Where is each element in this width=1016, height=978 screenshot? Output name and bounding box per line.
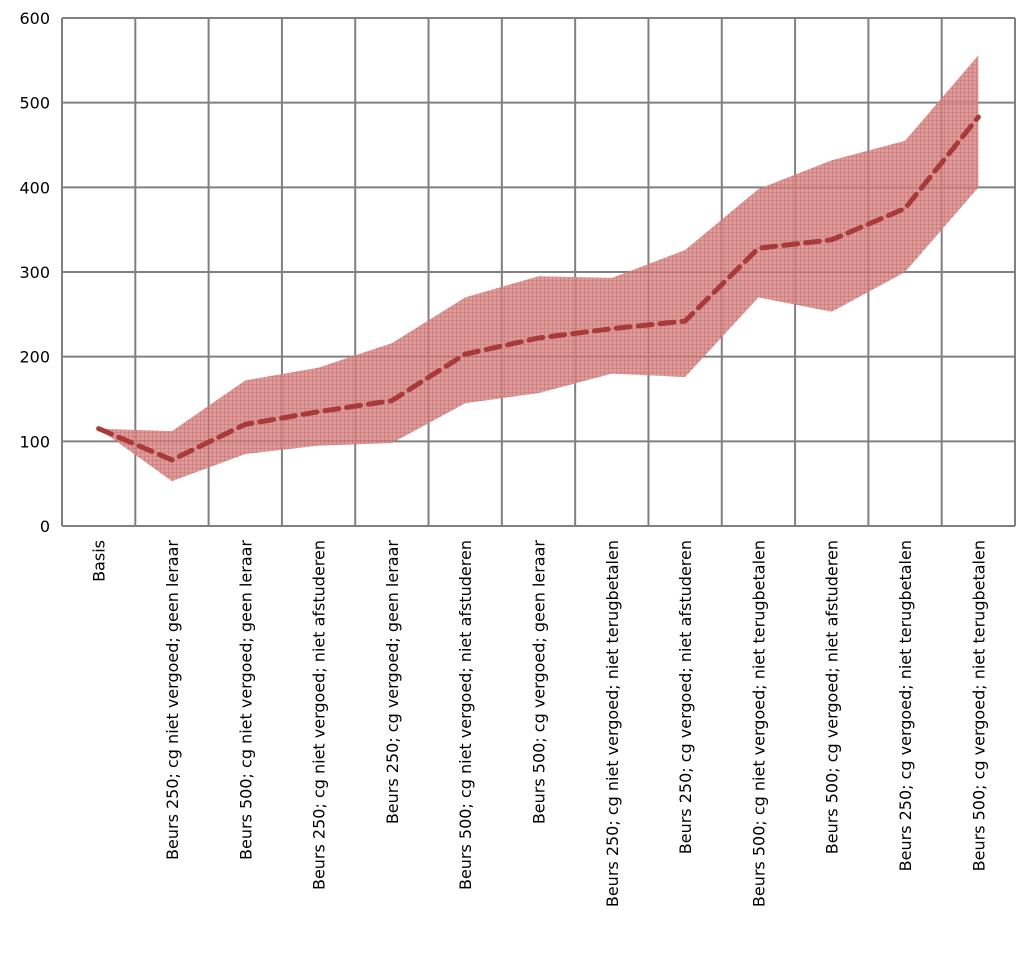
y-tick-label: 0	[40, 517, 50, 536]
y-axis-ticks: 0 100 200 300 400 500 600	[19, 9, 50, 536]
x-tick-label: Beurs 250; cg niet vergoed; niet afstude…	[310, 540, 329, 890]
x-tick-label: Beurs 500; cg vergoed; geen leraar	[530, 540, 549, 825]
x-tick-label: Beurs 500; cg vergoed; niet terugbetalen	[969, 540, 988, 871]
y-tick-label: 100	[19, 432, 50, 451]
x-tick-label: Beurs 250; cg niet vergoed; geen leraar	[163, 540, 182, 860]
series-line	[96, 114, 981, 463]
y-tick-label: 300	[19, 263, 50, 282]
x-tick-label: Beurs 250; cg vergoed; geen leraar	[383, 540, 402, 825]
x-tick-label: Beurs 250; cg vergoed; niet afstuderen	[676, 540, 695, 854]
x-axis-labels: Basis Beurs 250; cg niet vergoed; geen le…	[90, 540, 989, 908]
band-area	[98, 55, 979, 482]
x-tick-label: Beurs 250; cg vergoed; niet terugbetalen	[896, 540, 915, 871]
y-tick-label: 500	[19, 94, 50, 113]
y-tick-label: 200	[19, 348, 50, 367]
x-tick-label: Beurs 500; cg niet vergoed; niet afstude…	[456, 540, 475, 890]
confidence-band	[98, 55, 979, 482]
y-tick-label: 600	[19, 9, 50, 28]
x-tick-label: Beurs 250; cg niet vergoed; niet terugbe…	[603, 540, 622, 907]
x-tick-label: Beurs 500; cg niet vergoed; niet terugbe…	[749, 540, 768, 907]
y-tick-label: 400	[19, 178, 50, 197]
x-tick-label: Beurs 500; cg vergoed; niet afstuderen	[823, 540, 842, 854]
x-tick-label: Beurs 500; cg niet vergoed; geen leraar	[236, 540, 255, 860]
x-tick-label: Basis	[90, 540, 109, 582]
